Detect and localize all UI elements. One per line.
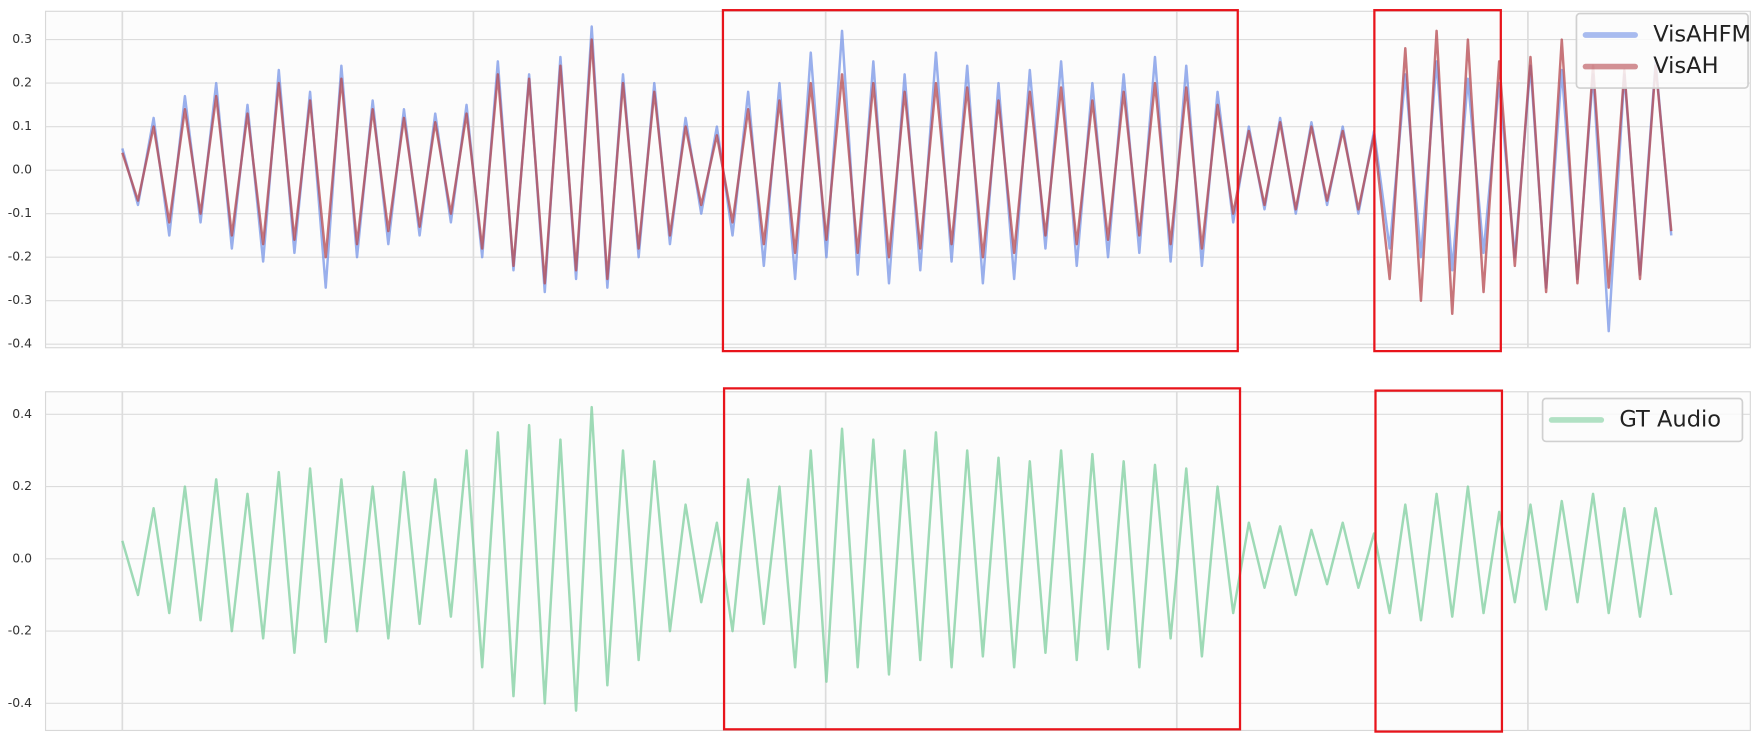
y-tick-label: 0.0 xyxy=(12,550,32,565)
panels: -0.4 -0.3 -0.2 -0.1 0.0 0.1 0.2 0.3 VisAHFM VisAH… xyxy=(8,10,1751,732)
y-tick-label: -0.4 xyxy=(8,336,32,351)
y-tick-label: -0.2 xyxy=(8,249,32,264)
waveform xyxy=(121,405,1673,712)
highlight-box xyxy=(721,9,1239,353)
y-tick-label: -0.1 xyxy=(8,205,32,220)
y-tick-label: -0.4 xyxy=(8,695,32,710)
legend-box xyxy=(1541,397,1744,443)
y-tick-label: -0.2 xyxy=(8,623,32,638)
y-tick-label: 0.0 xyxy=(12,162,32,177)
legend-label: VisAH xyxy=(1653,53,1718,79)
y-tick-label: 0.2 xyxy=(12,75,32,90)
y-tick-label: -0.3 xyxy=(8,292,32,307)
y-tick-label: 0.1 xyxy=(12,118,32,133)
highlight-box xyxy=(1374,389,1504,733)
y-tick-label: 0.2 xyxy=(12,478,32,493)
y-tick-label: 0.3 xyxy=(12,31,32,46)
highlight-box xyxy=(722,387,1242,731)
y-tick-label: 0.4 xyxy=(12,406,32,421)
legend-label: GT Audio xyxy=(1619,406,1721,432)
waveform xyxy=(121,29,1673,316)
highlight-box xyxy=(1373,9,1502,353)
highlight-boxes xyxy=(721,9,1504,733)
legend-label: VisAHFM xyxy=(1653,21,1751,47)
